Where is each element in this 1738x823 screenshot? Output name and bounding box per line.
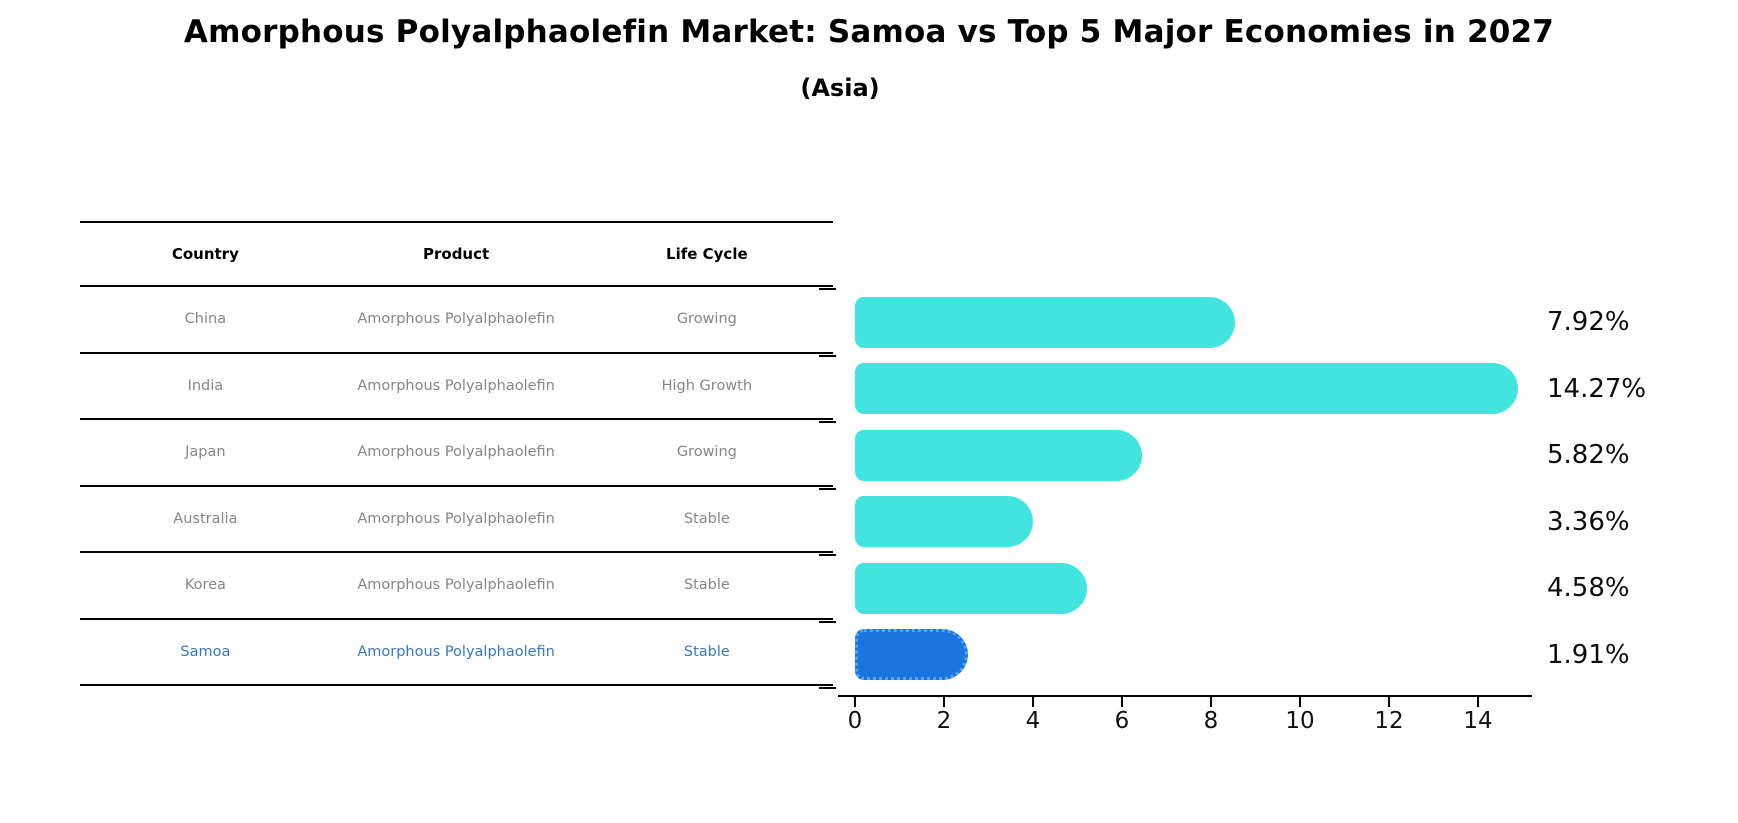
x-axis-tick-label: 12 bbox=[1374, 708, 1404, 734]
cell-country: India bbox=[187, 377, 224, 394]
x-axis-tick-label: 2 bbox=[936, 708, 952, 734]
cell-product: Amorphous Polyalphaolefin bbox=[357, 311, 555, 328]
cell-country: Korea bbox=[184, 577, 226, 594]
country-table: Country Product Life Cycle China Amorphou… bbox=[80, 221, 833, 686]
x-axis-tick-label: 8 bbox=[1203, 708, 1219, 734]
y-axis-tick bbox=[819, 487, 836, 490]
header-product: Product bbox=[423, 245, 490, 263]
table-row-korea: Korea Amorphous Polyalphaolefin Stable bbox=[80, 553, 833, 620]
y-axis-tick bbox=[819, 554, 836, 556]
cell-product: Amorphous Polyalphaolefin bbox=[357, 577, 555, 594]
y-axis-tick bbox=[819, 288, 836, 290]
y-axis-tick bbox=[819, 620, 836, 623]
chart-subtitle: (Asia) bbox=[800, 74, 880, 102]
x-axis-tick-label: 6 bbox=[1114, 708, 1130, 734]
bar-value-label-china: 7.92% bbox=[1547, 307, 1630, 337]
bar-value-label-samoa: 1.91% bbox=[1547, 639, 1630, 670]
header-life-cycle: Life Cycle bbox=[666, 245, 748, 263]
bar-india bbox=[855, 363, 1518, 414]
country-table-body: China Amorphous Polyalphaolefin Growing Ind… bbox=[80, 287, 833, 686]
bar-china bbox=[855, 296, 1236, 348]
bar-korea bbox=[855, 562, 1087, 614]
x-axis-tick bbox=[943, 697, 945, 707]
x-axis-tick bbox=[854, 697, 856, 707]
cell-product: Amorphous Polyalphaolefin bbox=[357, 643, 555, 660]
bar-value-label-korea: 4.58% bbox=[1547, 573, 1630, 603]
x-axis-tick bbox=[1388, 697, 1390, 707]
cell-life-cycle: High Growth bbox=[661, 377, 753, 394]
x-axis-tick-label: 10 bbox=[1285, 708, 1315, 734]
y-axis-tick bbox=[819, 354, 836, 357]
table-row-japan: Japan Amorphous Polyalphaolefin Growing bbox=[80, 420, 833, 487]
x-axis-tick bbox=[1477, 697, 1479, 707]
country-table-header: Country Product Life Cycle bbox=[80, 221, 833, 287]
cell-product: Amorphous Polyalphaolefin bbox=[357, 444, 555, 461]
x-axis-tick bbox=[1032, 697, 1034, 707]
y-axis-tick bbox=[819, 687, 836, 689]
table-row-samoa: Samoa Amorphous Polyalphaolefin Stable bbox=[80, 620, 833, 686]
table-row-india: India Amorphous Polyalphaolefin High Growt… bbox=[80, 354, 833, 420]
cell-product: Amorphous Polyalphaolefin bbox=[357, 510, 555, 527]
cell-country: Australia bbox=[173, 510, 238, 527]
cell-life-cycle: Stable bbox=[683, 510, 730, 527]
cell-life-cycle: Stable bbox=[683, 577, 730, 594]
bar-value-label-india: 14.27% bbox=[1547, 373, 1647, 404]
bar-value-label-australia: 3.36% bbox=[1547, 506, 1630, 537]
table-row-china: China Amorphous Polyalphaolefin Growing bbox=[80, 287, 833, 354]
cell-life-cycle: Stable bbox=[683, 643, 730, 660]
chart-title: Amorphous Polyalphaolefin Market: Samoa … bbox=[183, 14, 1555, 50]
x-axis-line bbox=[838, 695, 1532, 697]
x-axis-tick bbox=[1299, 697, 1301, 707]
x-axis-tick bbox=[1210, 697, 1212, 707]
cell-country: China bbox=[184, 311, 227, 328]
cell-country: Japan bbox=[185, 444, 226, 461]
y-axis-tick bbox=[819, 421, 836, 423]
cell-country: Samoa bbox=[180, 643, 231, 660]
bar-samoa bbox=[855, 629, 968, 680]
bar-japan bbox=[855, 429, 1142, 481]
table-row-australia: Australia Amorphous Polyalphaolefin Stable bbox=[80, 487, 833, 553]
cell-life-cycle: Growing bbox=[676, 311, 737, 328]
bar-value-label-japan: 5.82% bbox=[1547, 440, 1630, 470]
x-axis-tick-label: 0 bbox=[847, 708, 863, 734]
cell-product: Amorphous Polyalphaolefin bbox=[357, 377, 555, 394]
cell-life-cycle: Growing bbox=[676, 444, 737, 461]
header-country: Country bbox=[171, 245, 239, 263]
x-axis-tick-label: 4 bbox=[1025, 708, 1041, 734]
bar-australia bbox=[855, 496, 1033, 547]
x-axis-tick-label: 14 bbox=[1463, 708, 1493, 734]
x-axis-tick bbox=[1121, 697, 1123, 707]
